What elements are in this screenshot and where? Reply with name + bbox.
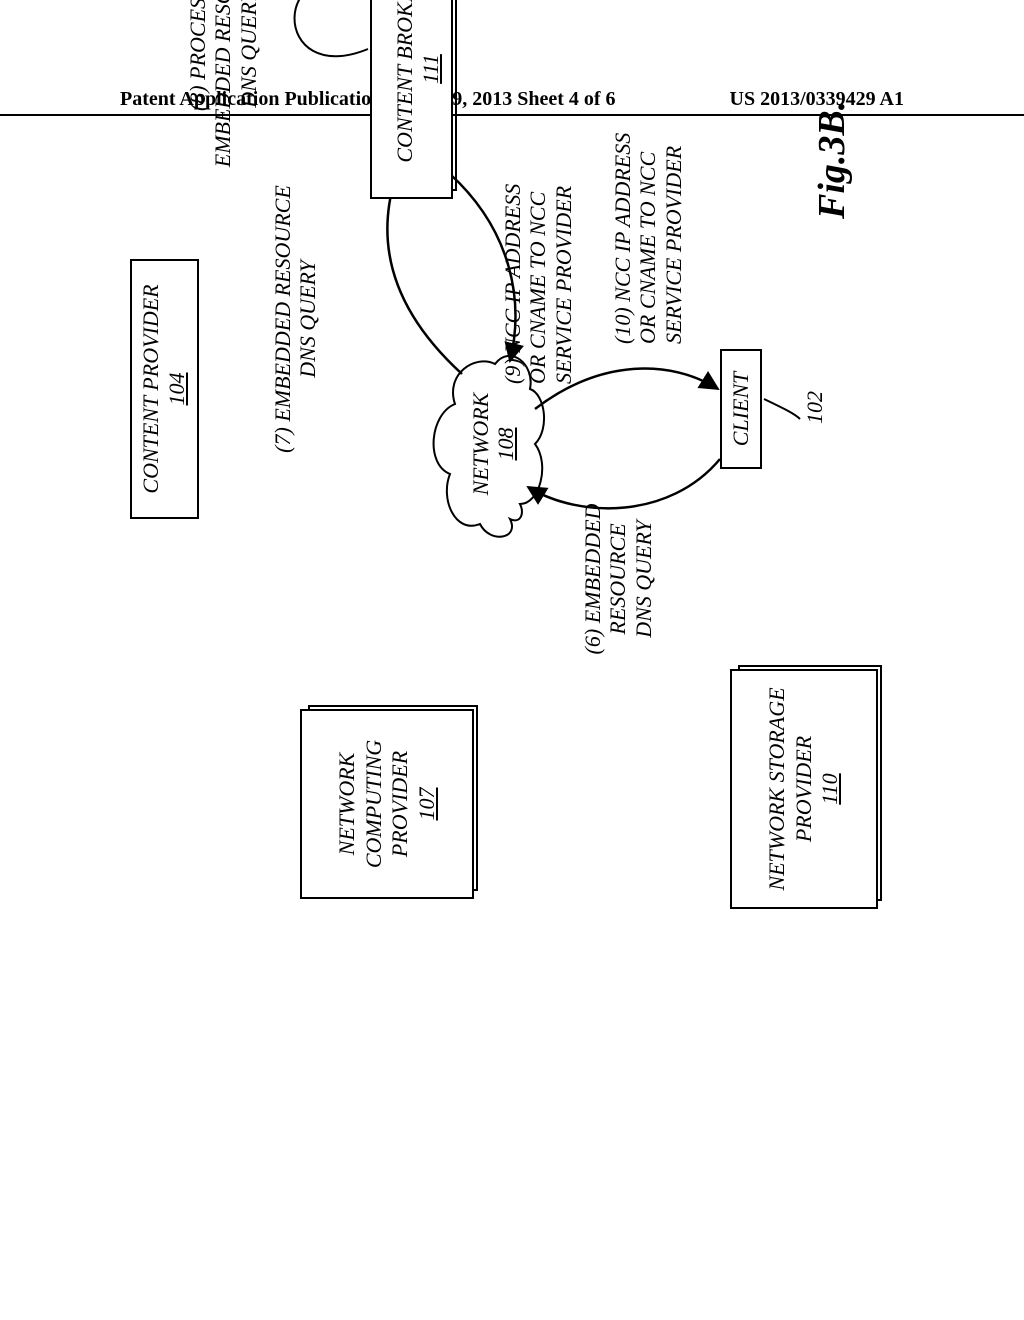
step10-label: (10) NCC IP ADDRESS OR CNAME TO NCC SERV…: [610, 114, 686, 344]
content-provider-ref: 104: [164, 265, 190, 513]
step6-label: (6) EMBEDDED RESOURCE DNS QUERY: [580, 489, 656, 669]
nsp-ref: 110: [817, 675, 843, 903]
network-storage-provider-box: NETWORK STORAGE PROVIDER 110: [730, 669, 878, 909]
content-broker-ref: 111: [418, 0, 444, 193]
network-computing-provider-box: NETWORK COMPUTING PROVIDER 107: [300, 709, 474, 899]
content-provider-label: CONTENT PROVIDER: [138, 284, 163, 493]
step9-label: (9) NCC IP ADDRESS OR CNAME TO NCC SERVI…: [500, 164, 576, 384]
content-provider-box: CONTENT PROVIDER 104: [130, 259, 199, 519]
client-ref-leader: [764, 399, 800, 419]
content-broker-box: CONTENT BROKER 111: [370, 0, 453, 199]
nsp-label: NETWORK STORAGE PROVIDER: [764, 687, 815, 890]
client-box: CLIENT: [720, 349, 762, 469]
client-label: CLIENT: [728, 372, 753, 447]
cloud-name: NETWORK: [468, 393, 493, 496]
ncp-label: NETWORK COMPUTING PROVIDER: [334, 740, 412, 868]
cloud-ref: 108: [493, 428, 518, 461]
ncp-ref: 107: [414, 715, 440, 893]
figure-label: Fig.3B.: [810, 101, 854, 219]
step8-label: (8) PROCESS EMBEDDED RESOURCE DNS QUERY: [185, 0, 261, 179]
content-broker-label: CONTENT BROKER: [392, 0, 417, 163]
figure-diagram: CONTENT PROVIDER 104 NETWORK COMPUTING P…: [120, 135, 1024, 919]
arrow-step7: [387, 179, 462, 374]
client-ref-number: 102: [802, 391, 828, 424]
step7-label: (7) EMBEDDED RESOURCE DNS QUERY: [270, 179, 321, 459]
loop-step8: [295, 0, 369, 56]
network-cloud-label: NETWORK 108: [468, 389, 519, 499]
